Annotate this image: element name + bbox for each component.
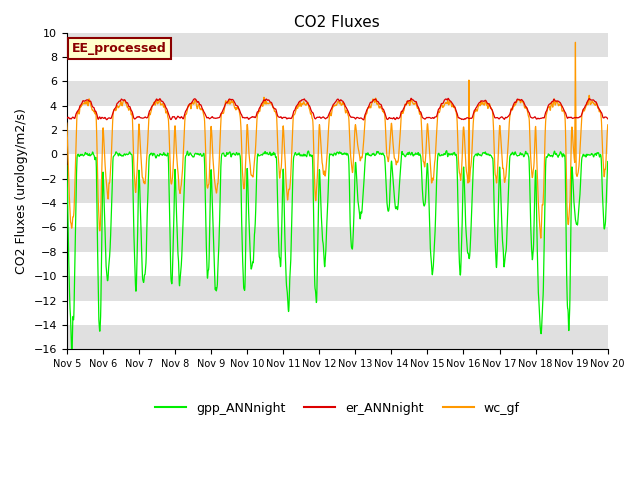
Bar [67, 33, 608, 57]
Bar [67, 81, 608, 106]
Title: CO2 Fluxes: CO2 Fluxes [294, 15, 380, 30]
Bar [67, 130, 608, 155]
Legend: gpp_ANNnight, er_ANNnight, wc_gf: gpp_ANNnight, er_ANNnight, wc_gf [150, 397, 525, 420]
Bar [67, 276, 608, 300]
Text: EE_processed: EE_processed [72, 42, 167, 55]
Y-axis label: CO2 Fluxes (urology/m2/s): CO2 Fluxes (urology/m2/s) [15, 108, 28, 274]
Bar [67, 179, 608, 203]
Bar [67, 325, 608, 349]
Bar [67, 228, 608, 252]
